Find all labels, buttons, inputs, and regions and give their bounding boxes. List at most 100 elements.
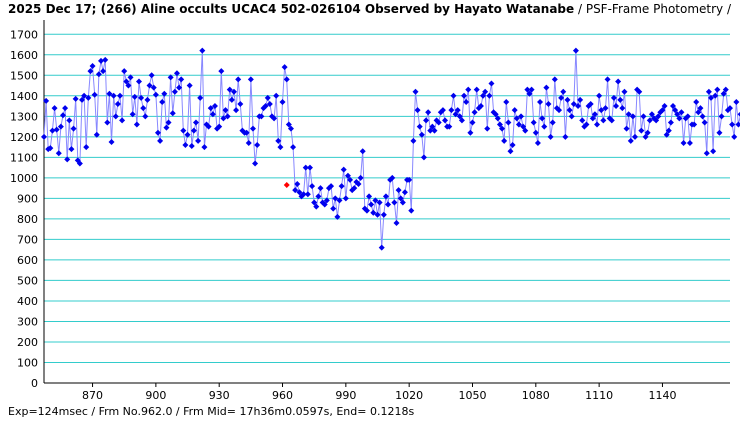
- data-point: [114, 101, 121, 108]
- data-point: [556, 107, 563, 114]
- data-point: [452, 111, 459, 118]
- data-point: [425, 109, 432, 116]
- data-point: [389, 174, 396, 181]
- data-point: [697, 105, 704, 112]
- data-point: [66, 117, 73, 124]
- data-point: [399, 199, 406, 206]
- data-point: [583, 121, 590, 128]
- data-point: [731, 133, 738, 140]
- data-point: [201, 144, 208, 151]
- data-point: [218, 68, 225, 75]
- data-point: [228, 96, 235, 103]
- data-point: [708, 94, 715, 101]
- data-point: [627, 137, 634, 144]
- data-point: [370, 209, 377, 216]
- data-point: [503, 98, 510, 105]
- data-point: [186, 82, 193, 89]
- data-point: [642, 133, 649, 140]
- data-point: [330, 205, 337, 212]
- data-point: [448, 107, 455, 114]
- data-point: [395, 187, 402, 194]
- data-point: [526, 90, 533, 97]
- data-point: [549, 119, 556, 126]
- data-point: [140, 105, 147, 112]
- data-point: [292, 187, 299, 194]
- data-point: [43, 97, 50, 104]
- data-point: [454, 107, 461, 114]
- data-point: [619, 105, 626, 112]
- data-point: [577, 96, 584, 103]
- data-point: [416, 123, 423, 130]
- x-tick-label: 1020: [395, 389, 423, 402]
- data-point: [570, 101, 577, 108]
- data-point: [471, 109, 478, 116]
- x-tick-label: 870: [82, 389, 103, 402]
- y-tick-label: 1400: [10, 90, 38, 103]
- data-point: [435, 119, 442, 126]
- data-point: [644, 129, 651, 136]
- data-point: [169, 110, 176, 117]
- data-point: [564, 96, 571, 103]
- data-point: [336, 197, 343, 204]
- data-point: [176, 84, 183, 91]
- data-point: [492, 111, 499, 118]
- data-point: [62, 105, 69, 112]
- y-tick-label: 1700: [10, 28, 38, 41]
- data-point: [541, 123, 548, 130]
- data-point: [106, 90, 113, 97]
- data-point: [737, 111, 740, 117]
- data-point: [51, 105, 58, 112]
- data-point: [420, 154, 427, 161]
- y-tick-label: 800: [17, 213, 38, 226]
- y-tick-label: 400: [17, 295, 38, 308]
- data-point: [680, 139, 687, 146]
- data-point: [661, 103, 668, 110]
- data-point: [49, 127, 56, 134]
- data-point: [676, 115, 683, 122]
- data-point: [414, 107, 421, 114]
- data-point: [598, 107, 605, 114]
- data-point: [439, 107, 446, 114]
- data-point: [663, 131, 670, 138]
- data-point: [363, 207, 370, 214]
- data-point: [64, 156, 71, 163]
- data-point: [511, 107, 518, 114]
- data-point: [93, 131, 100, 138]
- data-point: [494, 115, 501, 122]
- data-point: [102, 56, 109, 63]
- data-point: [539, 115, 546, 122]
- data-point: [458, 117, 465, 124]
- data-point: [446, 123, 453, 130]
- data-point: [142, 113, 149, 120]
- x-tick-label: 1050: [458, 389, 486, 402]
- data-point: [214, 125, 221, 132]
- data-point: [558, 94, 565, 101]
- data-point: [532, 129, 539, 136]
- data-point: [701, 119, 708, 126]
- data-point: [646, 117, 653, 124]
- data-point: [85, 94, 92, 101]
- data-point: [632, 133, 639, 140]
- data-point: [125, 82, 132, 89]
- data-point: [81, 92, 88, 99]
- data-point: [579, 117, 586, 124]
- data-point: [602, 105, 609, 112]
- data-point: [78, 96, 85, 103]
- data-point: [613, 103, 620, 110]
- data-point: [266, 101, 273, 108]
- data-point: [486, 92, 493, 99]
- data-point: [323, 197, 330, 204]
- x-tick-label: 990: [335, 389, 356, 402]
- y-tick-label: 200: [17, 336, 38, 349]
- data-point: [309, 183, 316, 190]
- data-point: [406, 176, 413, 183]
- data-point: [76, 160, 83, 167]
- data-point: [249, 125, 256, 132]
- data-point: [636, 88, 643, 95]
- data-point: [482, 88, 489, 95]
- data-point: [418, 131, 425, 138]
- data-point: [380, 211, 387, 218]
- data-point: [178, 76, 185, 83]
- y-tick-label: 700: [17, 233, 38, 246]
- data-point: [321, 201, 328, 208]
